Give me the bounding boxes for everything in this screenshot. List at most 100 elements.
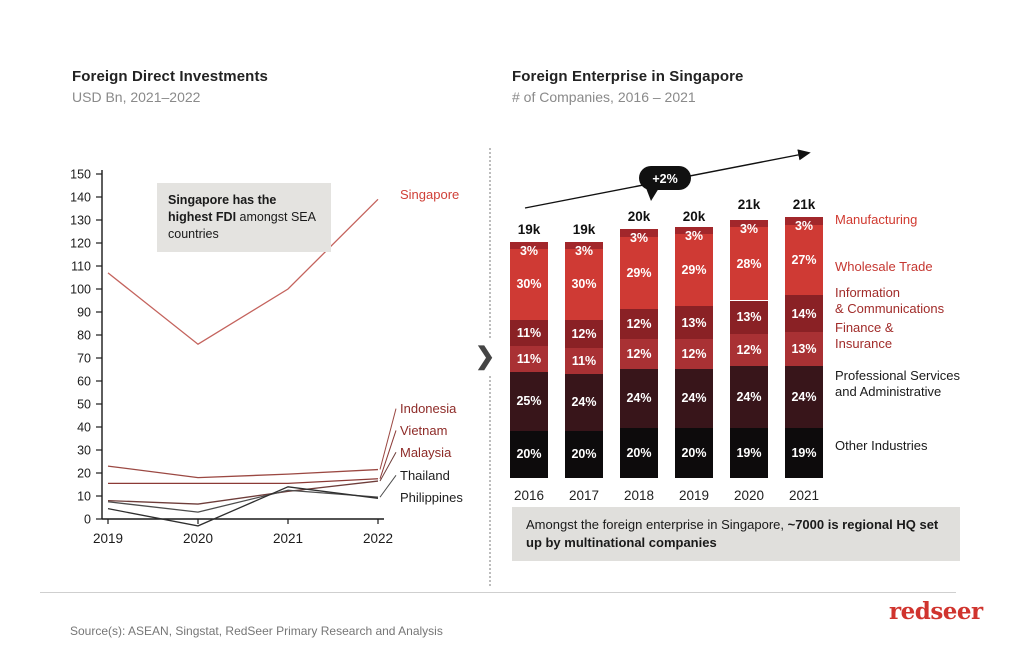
y-tick-label: 110 (71, 260, 91, 274)
y-tick-label: 30 (77, 444, 91, 458)
segment-percent-label: 3% (629, 231, 649, 246)
series-leader-malaysia (379, 452, 397, 482)
y-tick-label: 40 (77, 421, 91, 435)
bar-segment (565, 319, 603, 349)
fdi-callout-rest: amongst SEA countries (168, 209, 316, 241)
bar-segment (785, 331, 823, 366)
segment-percent-label: 3% (794, 218, 814, 233)
legend-manufacturing: Manufacturing (835, 212, 918, 227)
trend-label: +2% (652, 172, 677, 186)
segment-percent-label: 19% (736, 445, 762, 460)
segment-percent-label: 24% (681, 391, 707, 406)
bar-category-label: 2019 (678, 488, 710, 503)
bar-segment (510, 371, 548, 431)
legend-professional-services-and-administrative: Professional Services and Administrative (835, 368, 960, 400)
bar-segment (620, 236, 658, 309)
bar-2021: 19% 24% 13% 14% 27% 3% (785, 216, 823, 478)
segment-percent-label: 12% (736, 342, 762, 357)
bar-segment (675, 368, 713, 429)
bar-segment (620, 229, 658, 237)
segment-percent-label: 11% (516, 351, 542, 366)
segment-percent-label: 24% (571, 395, 597, 410)
bar-segment (510, 430, 548, 478)
bar-segment (730, 428, 768, 478)
bar-segment (620, 428, 658, 478)
trend-bubble-tail (646, 188, 659, 201)
bar-segment (785, 365, 823, 429)
bar-total-label: 20k (627, 209, 651, 225)
bar-segment (675, 306, 713, 339)
bar-segment (620, 338, 658, 369)
segment-percent-label: 28% (736, 256, 762, 271)
series-line-thailand (107, 489, 379, 513)
series-line-singapore (107, 198, 379, 345)
series-label-philippines: Philippines (400, 490, 463, 505)
hq-note-bold: ~7000 is regional HQ set up by multinati… (526, 517, 939, 551)
bar-segment (785, 295, 823, 332)
series-leader-indonesia (379, 408, 397, 470)
series-leader-vietnam (379, 430, 397, 479)
fdi-callout: Singapore has the highest FDI amongst SE… (157, 183, 331, 252)
series-line-vietnam (108, 478, 379, 485)
y-tick-label: 100 (70, 283, 91, 297)
segment-percent-label: 30% (516, 277, 542, 292)
bar-segment (565, 374, 603, 431)
y-tick-label: 0 (84, 513, 91, 527)
left-chart-title: Foreign Direct Investments (72, 68, 268, 85)
bar-2018: 20% 24% 12% 12% 29% 3% (620, 229, 658, 478)
segment-percent-label: 12% (626, 316, 652, 331)
series-line-philippines (107, 486, 379, 527)
bar-segment (730, 334, 768, 366)
bar-2016: 20% 25% 11% 11% 30% 3% (510, 241, 548, 478)
bar-segment (620, 368, 658, 429)
y-tick-label: 80 (77, 329, 91, 343)
x-tick-label: 2022 (363, 531, 393, 546)
right-chart-title: Foreign Enterprise in Singapore (512, 68, 744, 85)
segment-percent-label: 20% (571, 447, 597, 462)
segment-percent-label: 11% (516, 325, 542, 340)
segment-percent-label: 30% (571, 277, 597, 292)
bar-segment (730, 219, 768, 228)
segment-percent-label: 11% (571, 353, 597, 368)
segment-percent-label: 13% (681, 315, 707, 330)
bar-total-label: 19k (572, 221, 596, 237)
bar-segment (675, 428, 713, 478)
bar-total-label: 19k (517, 221, 541, 237)
segment-percent-label: 24% (791, 389, 817, 404)
trend-bubble (639, 166, 691, 190)
segment-percent-label: 20% (516, 447, 542, 462)
footer-divider (40, 592, 956, 593)
series-label-vietnam: Vietnam (400, 423, 447, 438)
trend-arrow: +2% (524, 149, 811, 209)
bar-segment (675, 234, 713, 307)
fdi-line-chart: 0 10 20 30 40 50 60 70 80 90 100 110 120 130 140 150 201… (70, 168, 463, 547)
bar-2019: 20% 24% 12% 13% 29% 3% (675, 226, 713, 478)
segment-percent-label: 3% (574, 243, 594, 258)
bar-category-label: 2018 (623, 488, 655, 503)
bar-segment (675, 226, 713, 235)
bar-category-label: 2020 (733, 488, 765, 503)
segment-percent-label: 12% (681, 346, 707, 361)
legend-wholesale-trade: Wholesale Trade (835, 259, 933, 274)
bar-segment (565, 248, 603, 320)
segment-percent-label: 24% (736, 389, 762, 404)
bar-segment (510, 248, 548, 320)
legend-finance-insurance: Finance & Insurance (835, 320, 894, 352)
legend-other-industries: Other Industries (835, 438, 928, 453)
y-tick-label: 120 (70, 237, 91, 251)
redseer-logo: redseer (889, 598, 983, 625)
series-label-malaysia: Malaysia (400, 445, 452, 460)
series-line-malaysia (107, 480, 379, 505)
legend-information-communications: Information & Communications (835, 285, 945, 317)
segment-percent-label: 3% (519, 243, 539, 258)
chevron-right-icon: ❯ (468, 340, 502, 374)
series-leader-thailand (379, 475, 397, 498)
hq-note-normal: Amongst the foreign enterprise in Singap… (526, 517, 788, 532)
y-tick-label: 140 (70, 191, 91, 205)
bar-2017: 20% 24% 11% 12% 30% 3% (565, 241, 603, 478)
x-tick-label: 2020 (183, 531, 213, 546)
segment-percent-label: 20% (626, 445, 652, 460)
bar-2020: 19% 24% 12% 13% 28% 3% (730, 217, 768, 478)
bar-segment (785, 224, 823, 296)
x-tick-label: 2021 (273, 531, 303, 546)
